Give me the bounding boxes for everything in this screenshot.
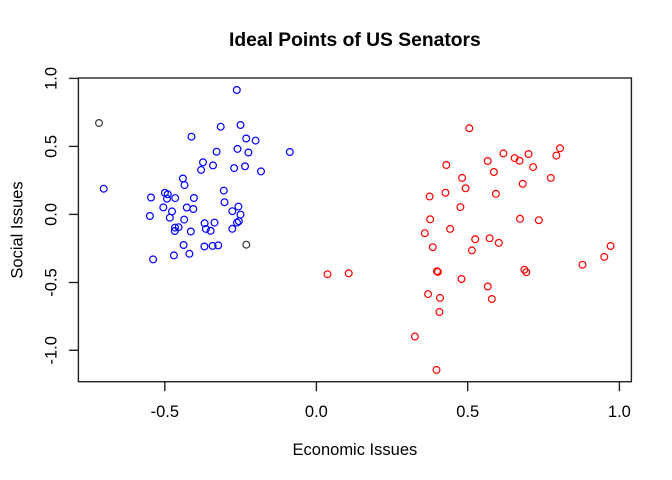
svg-text:0.0: 0.0	[42, 203, 60, 226]
svg-text:-0.5: -0.5	[42, 268, 60, 296]
svg-text:0.5: 0.5	[456, 403, 479, 421]
svg-text:1.0: 1.0	[42, 67, 60, 90]
svg-text:-1.0: -1.0	[42, 336, 60, 364]
svg-text:Economic Issues: Economic Issues	[293, 441, 418, 459]
svg-text:0.0: 0.0	[305, 403, 328, 421]
svg-text:Social Issues: Social Issues	[9, 181, 27, 278]
svg-text:Ideal Points of US Senators: Ideal Points of US Senators	[229, 30, 481, 51]
svg-text:0.5: 0.5	[42, 135, 60, 158]
svg-text:1.0: 1.0	[608, 403, 631, 421]
svg-text:-0.5: -0.5	[151, 403, 179, 421]
